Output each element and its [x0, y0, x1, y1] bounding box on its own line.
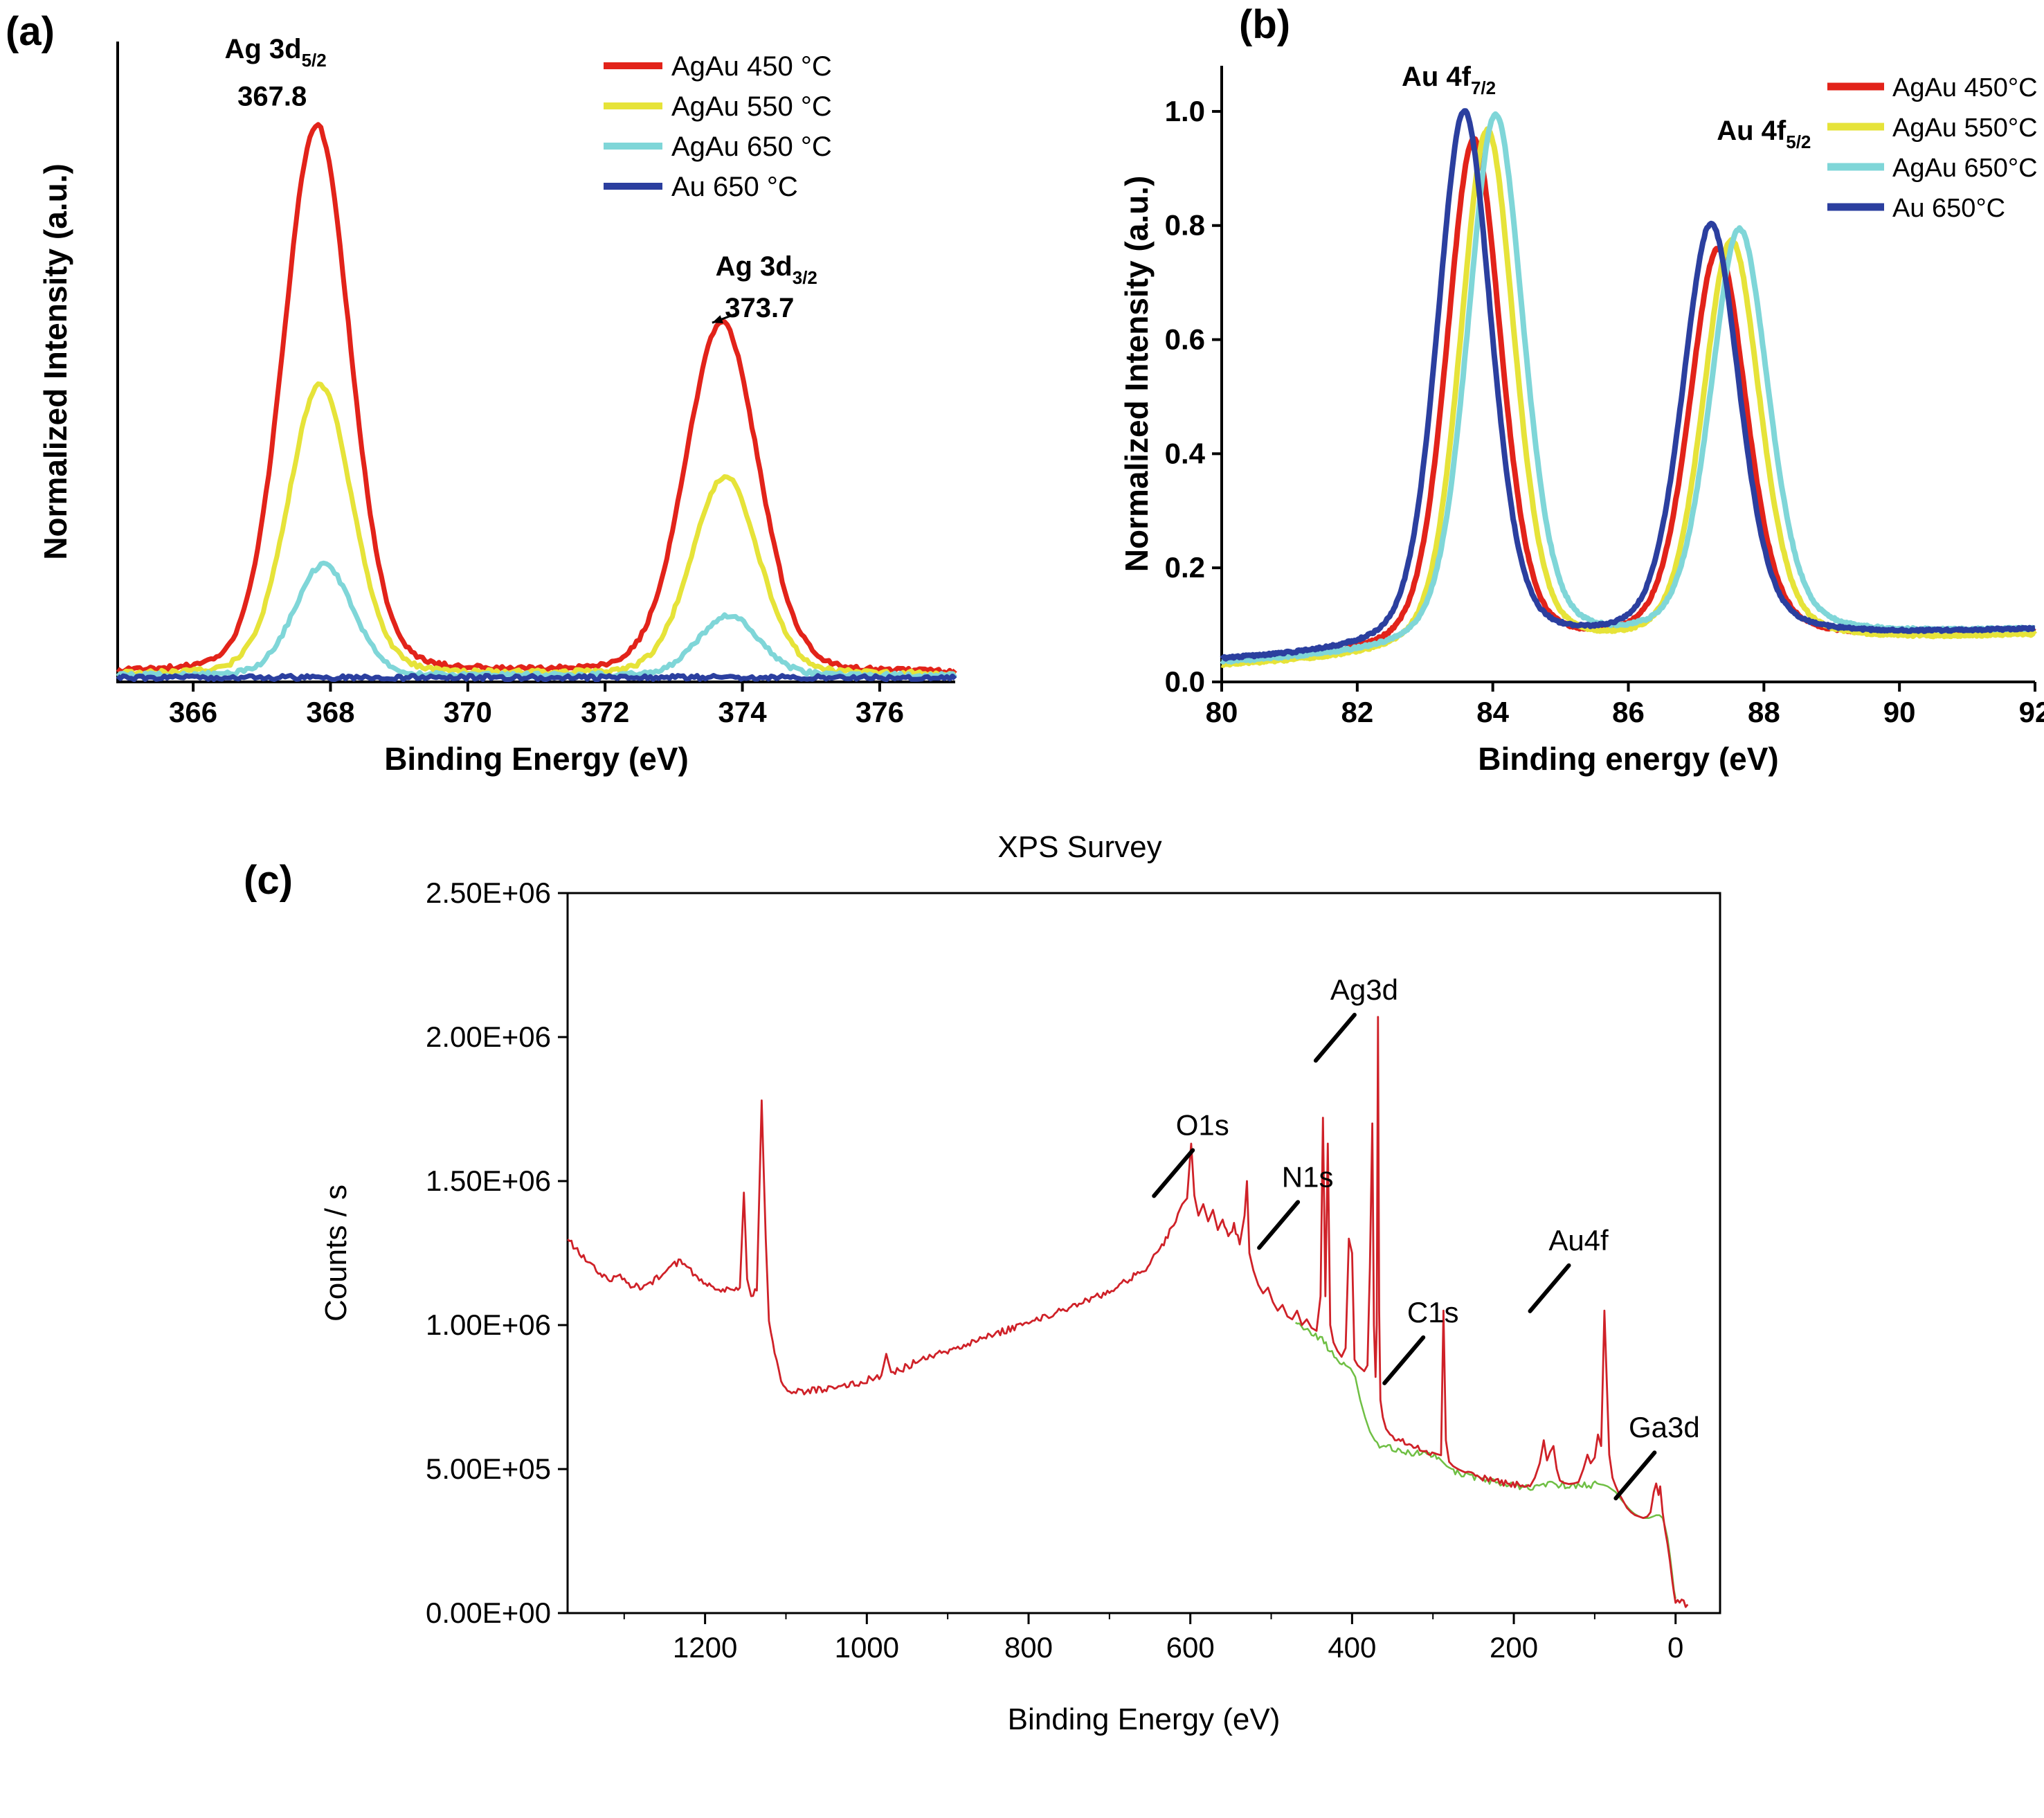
peak-label-callout	[1257, 1200, 1301, 1250]
panel-c-x-tick-label: 200	[1490, 1631, 1538, 1664]
legend-label: AgAu 450 °C	[671, 51, 832, 82]
panel-c-plot-frame	[566, 892, 1721, 1614]
panel-b-y-tick-label: 0.2	[1165, 551, 1205, 584]
panel-c-title: XPS Survey	[997, 830, 1161, 864]
peak-label-callout	[1152, 1148, 1195, 1198]
panel-c-y-tick-label: 0.00E+00	[426, 1596, 551, 1629]
peak-label-callout	[1382, 1335, 1426, 1385]
panel-c-x-tick-label: 800	[1004, 1631, 1053, 1664]
panel-a-series-1	[116, 381, 956, 678]
panel-b-series-3	[1220, 108, 2036, 662]
panel-b-x-tick-label: 84	[1476, 696, 1509, 728]
panel-a-x-tick-label: 376	[856, 696, 904, 728]
legend-label: Au 650°C	[1892, 194, 2005, 223]
panel-a-series-2	[116, 560, 957, 681]
panel-c-x-tick-label: 400	[1328, 1631, 1376, 1664]
peak-label-callout	[1528, 1263, 1571, 1313]
panel-b-y-tick-label: 0.6	[1165, 323, 1205, 356]
annotation: Au 4f5/2	[1717, 116, 1811, 152]
panel-c-series-survey	[567, 1016, 1689, 1608]
panel-a-label: (a)	[6, 9, 55, 54]
peak-label-callout	[1613, 1450, 1657, 1501]
panel-b-x-axis-title: Binding energy (eV)	[1478, 741, 1778, 777]
annotation: Ag 3d5/2	[224, 34, 326, 71]
panel-b-y-tick-label: 0.0	[1165, 665, 1205, 698]
panel-c-chart: XPS Survey 1200 1000 800 600 400 200 0 0.00E+00 5…	[319, 830, 1721, 1736]
panel-b-y-axis-title: Normalized Intensity (a.u.)	[1119, 176, 1155, 573]
peak-label-Ag3d: Ag3d	[1330, 973, 1398, 1006]
peak-label-C1s: C1s	[1407, 1296, 1459, 1329]
panel-c-x-tick-label: 1200	[673, 1631, 737, 1664]
panel-c-y-tick-label: 2.00E+06	[426, 1020, 551, 1053]
annotation: 373.7	[725, 293, 794, 323]
panel-b-chart: 80 82 84 86 88 90 92 0.0 0.2 0.4 0.6 0.8 1.0 Binding …	[1119, 62, 2044, 777]
panel-b-y-tick-label: 0.8	[1165, 209, 1205, 242]
panel-c-y-tick-label: 2.50E+06	[426, 876, 551, 909]
panel-c-x-axis-title: Binding Energy (eV)	[1008, 1702, 1281, 1736]
legend-label: AgAu 550°C	[1892, 114, 2038, 143]
peak-label-Ga3d: Ga3d	[1629, 1411, 1700, 1443]
panel-a-x-axis-title: Binding Energy (eV)	[384, 741, 689, 777]
legend-label: AgAu 550 °C	[671, 91, 832, 122]
panel-a-chart: 366 368 370 372 374 376 Binding Energy (eV) Nor…	[37, 34, 957, 777]
panel-b-x-tick-label: 90	[1883, 696, 1916, 728]
peak-label-Au4f: Au4f	[1548, 1224, 1609, 1257]
panel-b-y-tick-label: 1.0	[1165, 95, 1205, 127]
panel-b-x-tick-label: 82	[1341, 696, 1373, 728]
annotation: Ag 3d3/2	[716, 251, 817, 288]
panel-a-series-0	[116, 122, 957, 676]
panel-c-x-tick-label: 600	[1166, 1631, 1215, 1664]
panel-c-x-tick-label: 0	[1667, 1631, 1683, 1664]
panel-a-series-3	[116, 673, 957, 683]
panel-a-x-tick-label: 374	[718, 696, 768, 728]
legend-label: AgAu 650 °C	[671, 132, 832, 162]
legend-label: AgAu 650°C	[1892, 154, 2038, 183]
peak-label-O1s: O1s	[1176, 1108, 1229, 1141]
annotation-arrowhead	[712, 315, 723, 323]
panel-c-label: (c)	[244, 858, 293, 903]
panel-b-y-tick-label: 0.4	[1165, 437, 1206, 469]
panel-b-x-tick-label: 80	[1206, 696, 1238, 728]
panel-b-label: (b)	[1239, 2, 1291, 47]
panel-a-x-tick-label: 370	[444, 696, 492, 728]
panel-c-y-axis-title: Counts / s	[319, 1185, 353, 1322]
panel-c-y-tick-label: 1.50E+06	[426, 1164, 551, 1197]
panel-a-x-tick-label: 368	[306, 696, 354, 728]
panel-c-y-tick-label: 5.00E+05	[426, 1452, 551, 1485]
peak-label-N1s: N1s	[1282, 1160, 1334, 1193]
panel-a-x-tick-label: 372	[581, 696, 629, 728]
legend-label: AgAu 450°C	[1892, 73, 2038, 102]
panel-a-x-tick-label: 366	[169, 696, 217, 728]
peak-label-callout	[1313, 1012, 1357, 1063]
panel-c-x-tick-label: 1000	[835, 1631, 899, 1664]
panel-b-x-tick-label: 86	[1612, 696, 1645, 728]
panel-c-series-background	[1295, 1322, 1676, 1599]
legend-label: Au 650 °C	[671, 172, 798, 202]
annotation: 367.8	[237, 82, 307, 112]
panel-a-y-axis-title: Normalized Intensity (a.u.)	[37, 163, 73, 560]
panel-b-x-tick-label: 88	[1748, 696, 1780, 728]
annotation: Au 4f7/2	[1402, 62, 1496, 98]
panel-c-y-tick-label: 1.00E+06	[426, 1308, 551, 1341]
panel-b-x-tick-label: 92	[2019, 696, 2044, 728]
